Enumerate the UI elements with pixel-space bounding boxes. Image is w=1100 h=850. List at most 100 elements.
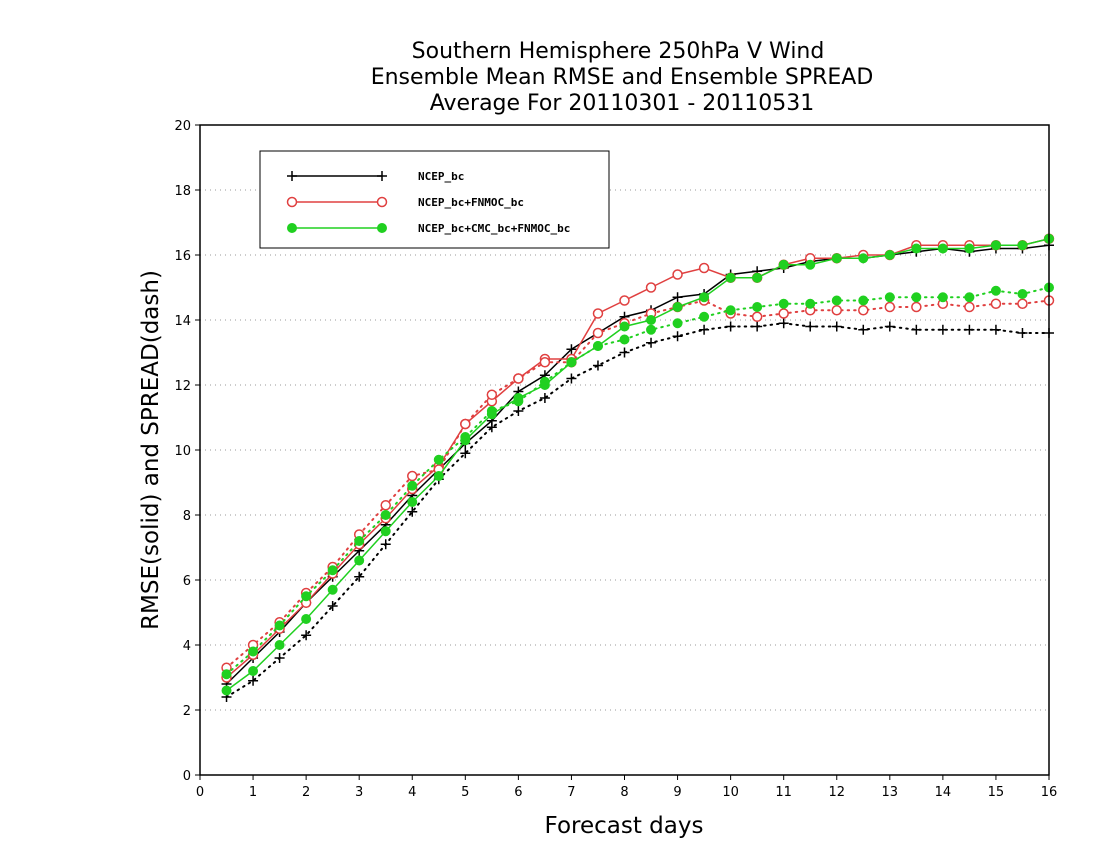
series-1-spread-point xyxy=(407,470,418,482)
series-2-spread-point xyxy=(248,646,259,657)
series-2-rmse-point xyxy=(619,321,630,332)
legend-marker-2 xyxy=(287,223,297,233)
series-0-rmse-point xyxy=(566,344,577,355)
series-0-spread-point xyxy=(778,318,789,329)
series-0-spread-point xyxy=(248,675,259,686)
series-2-spread-point xyxy=(274,620,285,631)
series-2-spread-point xyxy=(805,298,816,309)
series-2-rmse-point xyxy=(672,302,683,312)
series-2-spread-point xyxy=(858,295,869,306)
series-1-spread-point xyxy=(778,308,789,319)
series-2-spread-point xyxy=(513,396,524,407)
legend: NCEP_bc NCEP_bc+FNMOC_bc NCEP_bc+CMC_bc+FN… xyxy=(259,150,610,249)
series-0-spread-point xyxy=(274,653,285,663)
series-1-rmse-point xyxy=(672,269,683,280)
y-tick-label: 0 xyxy=(183,769,191,784)
series-2-spread-point xyxy=(778,298,789,309)
x-tick-label: 8 xyxy=(620,785,628,800)
series-2-rmse-point xyxy=(301,614,312,624)
series-0-spread-point xyxy=(858,324,869,335)
x-tick-label: 9 xyxy=(673,785,681,800)
legend-marker-1 xyxy=(286,196,298,208)
series-2-rmse-point xyxy=(433,471,444,481)
series-2-rmse-point xyxy=(990,240,1001,251)
series-0-spread-point xyxy=(725,321,736,332)
x-tick-label: 0 xyxy=(196,785,204,800)
series-0-spread-point xyxy=(301,630,312,641)
series-2-spread-point xyxy=(937,292,948,303)
series-0-spread-point xyxy=(566,373,577,384)
x-axis-label: Forecast days xyxy=(545,813,704,839)
series-2-rmse-point xyxy=(248,666,259,676)
series-2-spread-point xyxy=(990,285,1001,296)
series-2-spread-point xyxy=(354,536,365,546)
x-axis: 0 1 2 3 4 5 6 7 8 9 10 11 12 13 14 15 16 xyxy=(196,775,1057,800)
legend-marker-2 xyxy=(377,223,387,233)
series-0-rmse-line xyxy=(226,244,1050,685)
series-0-spread-point xyxy=(990,324,1001,335)
series-2-spread-point xyxy=(1017,289,1028,299)
series-2-rmse-point xyxy=(646,315,657,325)
series-1-spread-point xyxy=(486,389,498,400)
legend-box xyxy=(259,150,610,249)
series-0-spread-point xyxy=(964,324,975,335)
series-0-spread-point xyxy=(486,422,497,433)
series-2-rmse-point xyxy=(805,259,816,270)
legend-label-1: NCEP_bc+FNMOC_bc xyxy=(418,196,524,209)
x-tick-label: 11 xyxy=(775,785,792,800)
series-2-spread-point xyxy=(725,305,736,316)
series-2-rmse-point xyxy=(380,526,391,537)
title-line-1: Southern Hemisphere 250hPa V Wind xyxy=(412,39,825,64)
legend-marker-0 xyxy=(287,171,297,181)
x-tick-label: 1 xyxy=(249,785,257,800)
x-tick-label: 2 xyxy=(302,785,310,800)
series-2-spread-point xyxy=(672,318,683,329)
x-tick-label: 15 xyxy=(988,785,1005,800)
series-1-spread-point xyxy=(513,373,524,384)
series-2-rmse-point xyxy=(778,259,789,270)
series-0-spread-line xyxy=(225,322,1050,698)
series-2-spread-point xyxy=(539,376,550,387)
series-0-spread-point xyxy=(380,539,391,550)
series-2-rmse-point xyxy=(884,250,895,260)
series-0-rmse-point xyxy=(672,292,683,303)
series-2-spread-point xyxy=(699,311,710,322)
series-2-rmse-point xyxy=(274,640,285,650)
series-1-spread-point xyxy=(751,311,763,322)
series-0-spread-point xyxy=(592,360,603,371)
y-axis-label: RMSE(solid) and SPREAD(dash) xyxy=(138,270,164,630)
series-1-spread-point xyxy=(858,305,869,316)
y-tick-label: 18 xyxy=(174,184,191,199)
series-0-spread-point xyxy=(407,506,418,517)
series-1-spread-line xyxy=(225,299,1050,669)
series-2-spread-line xyxy=(225,286,1050,676)
legend-marker-0 xyxy=(377,171,387,181)
series-1-spread-point xyxy=(990,298,1002,309)
x-tick-label: 5 xyxy=(461,785,469,800)
series-0-spread-point xyxy=(619,347,630,358)
series-2-spread-point xyxy=(327,565,338,576)
y-tick-label: 10 xyxy=(174,444,191,459)
series-2-rmse-point xyxy=(1017,240,1028,251)
series-0-spread-point xyxy=(805,321,816,332)
series-1-rmse-line xyxy=(226,238,1050,679)
series-0-spread-point xyxy=(937,324,948,335)
series-1-spread-point xyxy=(884,301,896,313)
series-0-spread-point xyxy=(327,601,338,611)
series-1-spread-point xyxy=(964,301,975,313)
x-tick-label: 14 xyxy=(935,785,952,800)
series-2-rmse-point xyxy=(725,272,736,283)
series-1-spread-point xyxy=(831,305,842,316)
y-tick-label: 8 xyxy=(183,509,191,524)
y-tick-label: 12 xyxy=(174,379,191,394)
series-0-spread-point xyxy=(646,337,657,348)
x-tick-label: 4 xyxy=(408,785,416,800)
series-2-spread-point xyxy=(619,334,630,345)
series-2-rmse-point xyxy=(937,243,948,254)
y-tick-label: 14 xyxy=(174,314,191,329)
series-2-spread-point xyxy=(884,292,895,303)
series-1-rmse-point xyxy=(698,262,710,274)
y-tick-label: 20 xyxy=(174,119,191,134)
series-2-rmse-point xyxy=(221,685,232,696)
